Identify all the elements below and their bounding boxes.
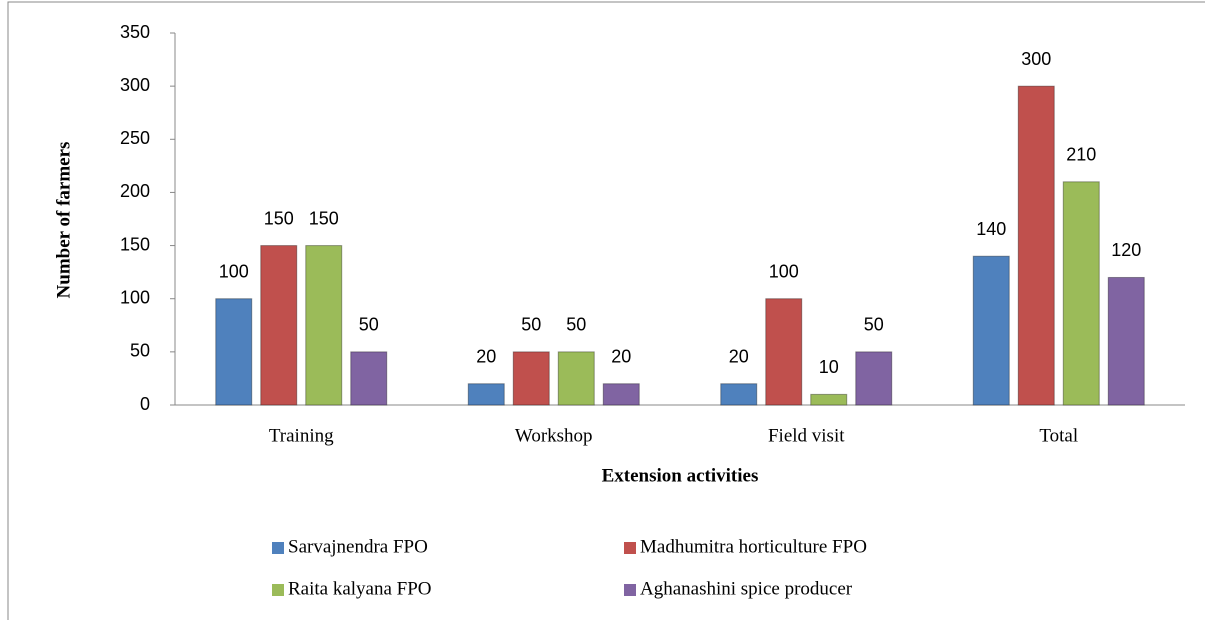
- y-tick-label: 200: [120, 181, 150, 201]
- bar: [305, 245, 343, 406]
- legend-swatch: [272, 542, 284, 554]
- y-tick-label: 300: [120, 75, 150, 95]
- data-label: 210: [1066, 145, 1096, 165]
- y-tick-label: 150: [120, 234, 150, 254]
- x-tick-label: Workshop: [515, 425, 593, 446]
- legend-swatch: [624, 584, 636, 596]
- x-tick-label: Field visit: [768, 425, 845, 446]
- legend-label: Sarvajnendra FPO: [288, 536, 428, 557]
- bar: [972, 255, 1010, 406]
- data-label: 140: [976, 219, 1006, 239]
- bar: [855, 351, 893, 406]
- x-tick-label: Training: [269, 425, 334, 446]
- bar: [260, 245, 298, 406]
- data-label: 50: [521, 315, 541, 335]
- bar: [215, 298, 253, 406]
- bar: [1062, 181, 1100, 406]
- data-label: 100: [219, 261, 249, 281]
- bar: [810, 393, 848, 406]
- data-label: 50: [566, 315, 586, 335]
- legend-label: Aghanashini spice producer: [640, 578, 853, 599]
- legend-swatch: [272, 584, 284, 596]
- y-tick-label: 50: [130, 341, 150, 361]
- y-tick-label: 250: [120, 128, 150, 148]
- data-label: 10: [819, 357, 839, 377]
- data-label: 20: [611, 346, 631, 366]
- data-label: 50: [359, 315, 379, 335]
- data-label: 20: [476, 346, 496, 366]
- y-tick-label: 350: [120, 22, 150, 42]
- data-label: 150: [264, 208, 294, 228]
- bar: [350, 351, 388, 406]
- bar: [720, 383, 758, 406]
- bar: [602, 383, 640, 406]
- legend-swatch: [624, 542, 636, 554]
- data-label: 20: [729, 346, 749, 366]
- data-label: 300: [1021, 49, 1051, 69]
- bar: [512, 351, 550, 406]
- x-tick-label: Total: [1039, 425, 1078, 446]
- bar: [467, 383, 505, 406]
- bar: [1107, 276, 1145, 406]
- bar: [765, 298, 803, 406]
- bar: [1017, 85, 1055, 406]
- bar: [557, 351, 595, 406]
- y-tick-label: 0: [140, 394, 150, 414]
- y-tick-label: 100: [120, 287, 150, 307]
- data-label: 50: [864, 315, 884, 335]
- frame: [7, 1, 1205, 620]
- data-label: 100: [769, 261, 799, 281]
- y-axis-title: Number of farmers: [53, 142, 74, 299]
- data-label: 150: [309, 208, 339, 228]
- x-axis-title: Extension activities: [602, 465, 759, 486]
- legend-label: Raita kalyana FPO: [288, 578, 432, 599]
- data-label: 120: [1111, 240, 1141, 260]
- legend-label: Madhumitra horticulture FPO: [640, 536, 867, 557]
